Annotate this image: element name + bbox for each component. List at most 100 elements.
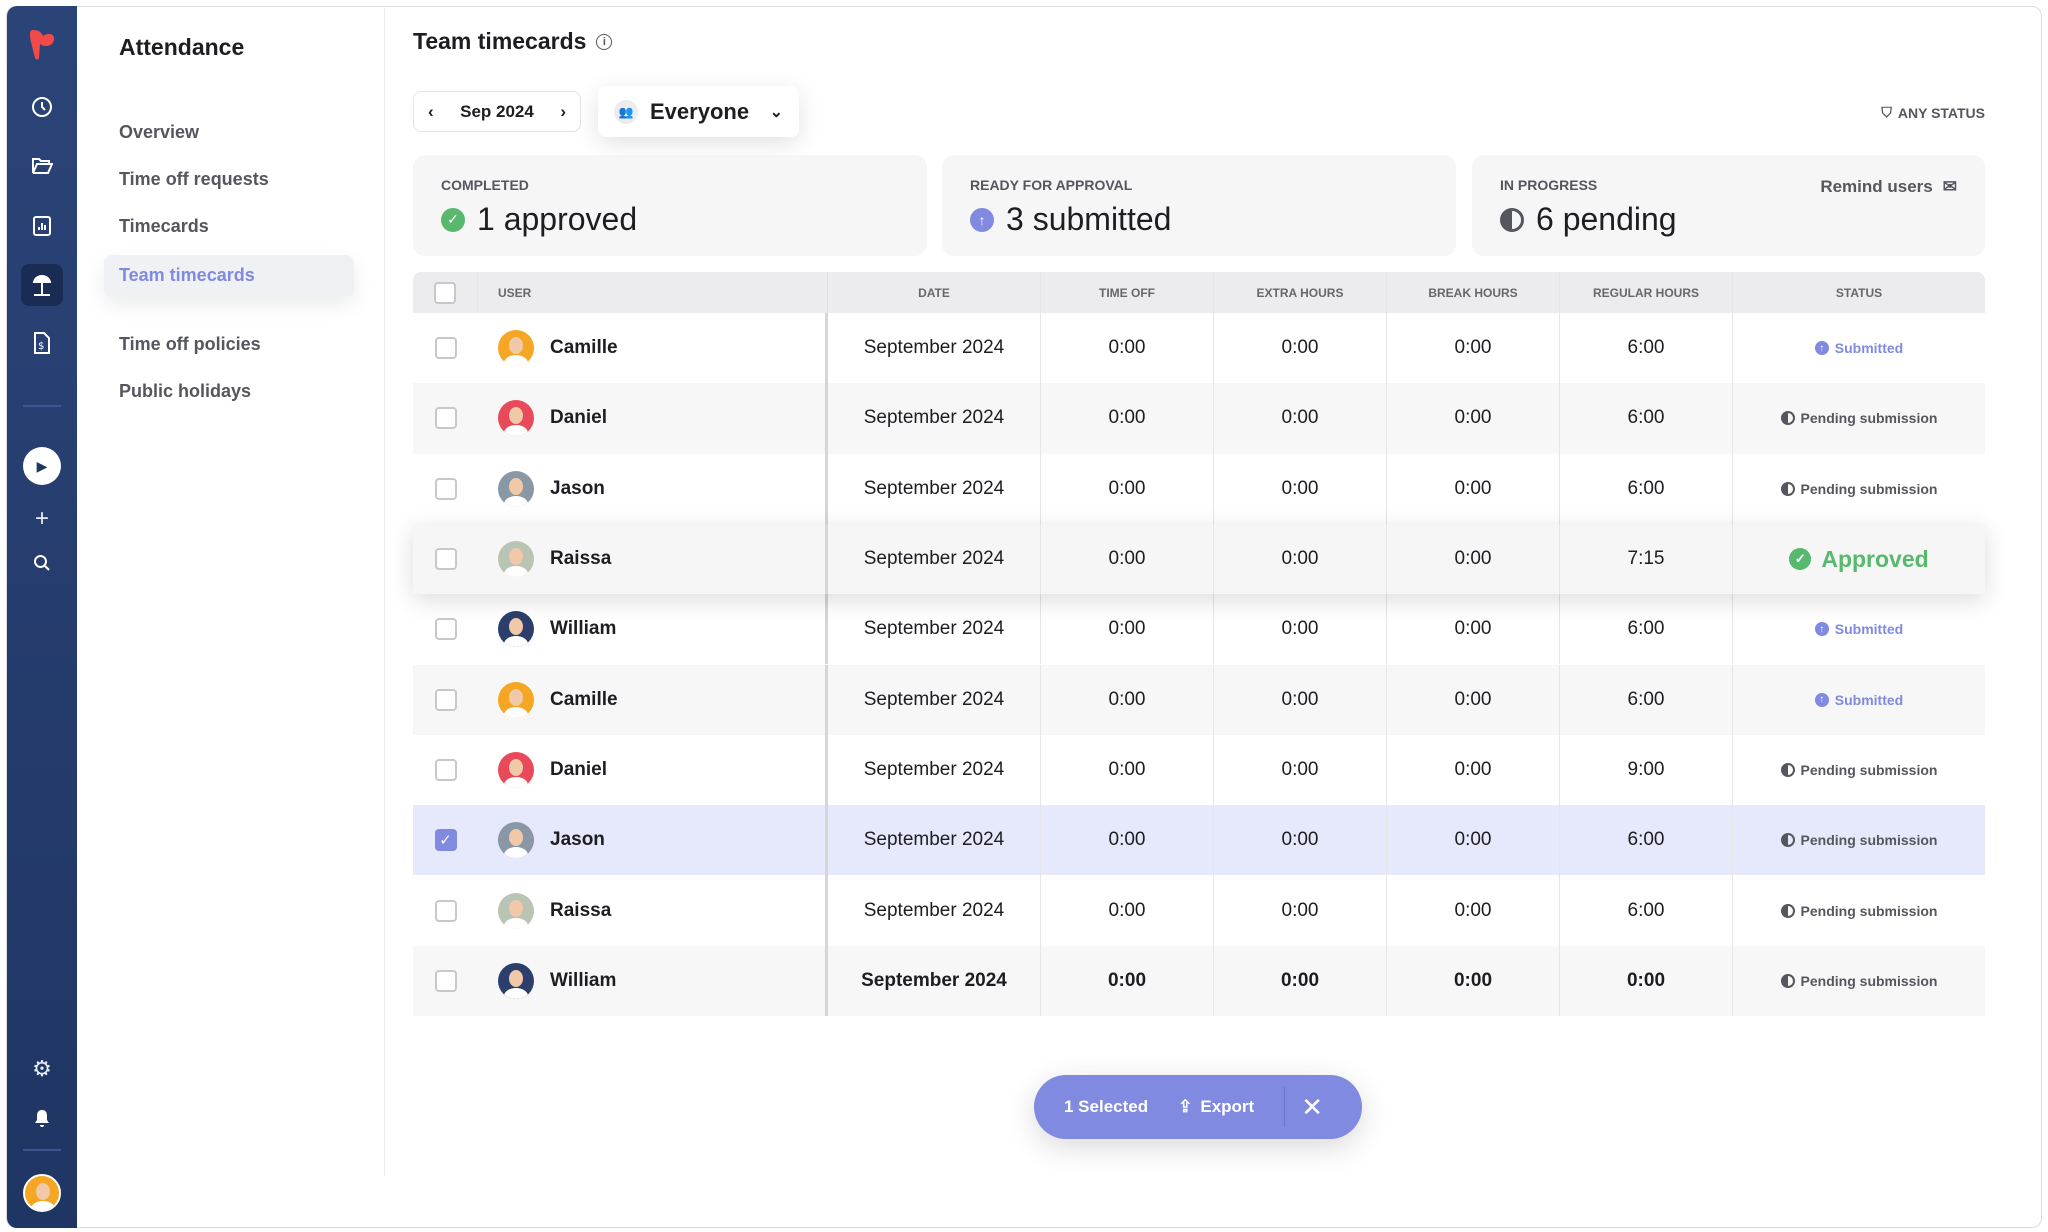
remind-users-button[interactable]: Remind users ✉ bbox=[1820, 177, 1957, 197]
regular-hours-cell: 6:00 bbox=[1560, 383, 1733, 454]
regular-hours-cell: 0:00 bbox=[1560, 945, 1733, 1016]
status-text: Pending submission bbox=[1800, 480, 1938, 497]
user-name[interactable]: Raissa bbox=[550, 548, 612, 570]
close-icon[interactable]: ✕ bbox=[1301, 1091, 1323, 1122]
regular-hours-cell: 6:00 bbox=[1560, 453, 1733, 524]
app-logo[interactable] bbox=[7, 28, 77, 60]
nav-item-public-holidays[interactable]: Public holidays bbox=[119, 381, 252, 401]
time-off-cell: 0:00 bbox=[1041, 453, 1214, 524]
gear-icon[interactable]: ⚙ bbox=[32, 1056, 52, 1081]
col-user[interactable]: USER bbox=[478, 272, 828, 313]
nav-item-time-off-policies[interactable]: Time off policies bbox=[119, 334, 261, 354]
status-filter[interactable]: ⛉ ANY STATUS bbox=[1881, 104, 1985, 121]
remind-users-label: Remind users bbox=[1820, 177, 1933, 196]
user-name[interactable]: Daniel bbox=[550, 407, 608, 429]
invoice-icon[interactable]: $ bbox=[7, 331, 77, 355]
half-circle-icon bbox=[1780, 833, 1795, 848]
break-hours-cell: 0:00 bbox=[1387, 523, 1560, 595]
plus-icon[interactable]: + bbox=[34, 505, 49, 532]
clock-icon[interactable] bbox=[7, 96, 77, 118]
row-checkbox[interactable] bbox=[434, 618, 457, 641]
row-checkbox[interactable] bbox=[434, 337, 457, 360]
col-regular-hours[interactable]: REGULAR HOURS bbox=[1560, 272, 1733, 313]
col-break-hours[interactable]: BREAK HOURS bbox=[1387, 272, 1560, 313]
status-badge: Pending submission bbox=[1780, 972, 1938, 989]
break-hours-cell: 0:00 bbox=[1387, 594, 1560, 665]
user-name[interactable]: Camille bbox=[550, 337, 618, 359]
table-row[interactable]: Daniel September 2024 0:00 0:00 0:00 9:0… bbox=[413, 734, 1985, 806]
chevron-right-icon[interactable]: › bbox=[560, 101, 566, 121]
status-filter-label: ANY STATUS bbox=[1897, 104, 1985, 121]
user-name[interactable]: Jason bbox=[550, 829, 605, 851]
col-status[interactable]: STATUS bbox=[1835, 285, 1883, 300]
regular-hours-cell: 6:00 bbox=[1560, 805, 1733, 876]
row-checkbox[interactable] bbox=[434, 758, 457, 781]
regular-hours-cell: 9:00 bbox=[1560, 734, 1733, 806]
table-row[interactable]: William September 2024 0:00 0:00 0:00 6:… bbox=[413, 594, 1985, 665]
status-text: Submitted bbox=[1834, 621, 1904, 638]
nav-item-time-off-requests[interactable]: Time off requests bbox=[119, 169, 269, 189]
table-row[interactable]: Raissa September 2024 0:00 0:00 0:00 6:0… bbox=[413, 875, 1985, 946]
row-checkbox[interactable]: ✓ bbox=[434, 829, 457, 852]
table-row[interactable]: Raissa September 2024 0:00 0:00 0:00 7:1… bbox=[413, 523, 1985, 595]
table-row[interactable]: Jason September 2024 0:00 0:00 0:00 6:00… bbox=[413, 453, 1985, 524]
status-badge: Pending submission bbox=[1780, 903, 1937, 919]
row-checkbox[interactable] bbox=[434, 969, 457, 992]
report-icon[interactable] bbox=[7, 215, 77, 237]
search-icon[interactable] bbox=[7, 554, 77, 572]
break-hours-cell: 0:00 bbox=[1387, 875, 1560, 946]
regular-hours-cell: 6:00 bbox=[1560, 594, 1733, 665]
status-text: Submitted bbox=[1834, 340, 1904, 357]
row-checkbox[interactable] bbox=[434, 688, 457, 711]
folder-icon[interactable] bbox=[7, 156, 77, 176]
avatar[interactable] bbox=[7, 1174, 77, 1212]
user-name[interactable]: Daniel bbox=[550, 758, 608, 780]
page-title: Team timecards i bbox=[413, 28, 613, 55]
row-checkbox[interactable] bbox=[434, 899, 457, 922]
col-date[interactable]: DATE bbox=[828, 272, 1041, 313]
break-hours-cell: 0:00 bbox=[1387, 664, 1560, 735]
row-checkbox[interactable] bbox=[434, 477, 457, 500]
group-dropdown[interactable]: 👥 Everyone ⌄ bbox=[598, 86, 799, 137]
extra-hours-cell: 0:00 bbox=[1214, 664, 1387, 735]
user-name[interactable]: Camille bbox=[550, 688, 618, 710]
card-label: IN PROGRESS bbox=[1500, 177, 1598, 193]
divider bbox=[23, 1149, 61, 1151]
bell-icon[interactable] bbox=[7, 1108, 77, 1128]
info-icon[interactable]: i bbox=[596, 33, 613, 50]
nav-item-timecards[interactable]: Timecards bbox=[119, 216, 209, 236]
selected-count: 1 Selected bbox=[1064, 1097, 1149, 1116]
avatar bbox=[498, 330, 534, 367]
col-time-off[interactable]: TIME OFF bbox=[1041, 272, 1214, 313]
avatar bbox=[498, 470, 534, 507]
play-icon[interactable]: ▶ bbox=[7, 447, 77, 485]
user-name[interactable]: William bbox=[550, 969, 617, 991]
extra-hours-cell: 0:00 bbox=[1214, 875, 1387, 946]
select-all-checkbox[interactable] bbox=[434, 281, 456, 304]
chevron-left-icon[interactable]: ‹ bbox=[428, 101, 434, 121]
table-row[interactable]: Camille September 2024 0:00 0:00 0:00 6:… bbox=[413, 313, 1985, 384]
status-text: Pending submission bbox=[1800, 972, 1938, 989]
table-row[interactable]: Camille September 2024 0:00 0:00 0:00 6:… bbox=[413, 664, 1985, 735]
upload-icon: ⇪ bbox=[1178, 1097, 1193, 1116]
nav-item-team-timecards[interactable]: Team timecards bbox=[104, 255, 354, 297]
col-extra-hours[interactable]: EXTRA HOURS bbox=[1214, 272, 1387, 313]
extra-hours-cell: 0:00 bbox=[1214, 313, 1387, 384]
date-cell: September 2024 bbox=[828, 313, 1041, 384]
user-name[interactable]: Raissa bbox=[550, 899, 612, 921]
export-button[interactable]: ⇪ Export bbox=[1178, 1097, 1254, 1117]
card-completed: COMPLETED ✓ 1 approved bbox=[413, 155, 927, 256]
umbrella-icon[interactable] bbox=[21, 264, 63, 306]
table-row[interactable]: William September 2024 0:00 0:00 0:00 0:… bbox=[413, 945, 1985, 1016]
divider bbox=[1284, 1087, 1286, 1127]
nav-item-overview[interactable]: Overview bbox=[119, 122, 200, 142]
half-circle-icon bbox=[1780, 903, 1795, 918]
time-off-cell: 0:00 bbox=[1041, 875, 1214, 946]
table-row[interactable]: Daniel September 2024 0:00 0:00 0:00 6:0… bbox=[413, 383, 1985, 454]
row-checkbox[interactable] bbox=[434, 407, 457, 430]
user-name[interactable]: Jason bbox=[550, 477, 605, 499]
half-circle-icon bbox=[1780, 762, 1795, 777]
table-row[interactable]: ✓ Jason September 2024 0:00 0:00 0:00 6:… bbox=[413, 805, 1985, 876]
row-checkbox[interactable] bbox=[434, 548, 457, 571]
user-name[interactable]: William bbox=[550, 618, 617, 640]
